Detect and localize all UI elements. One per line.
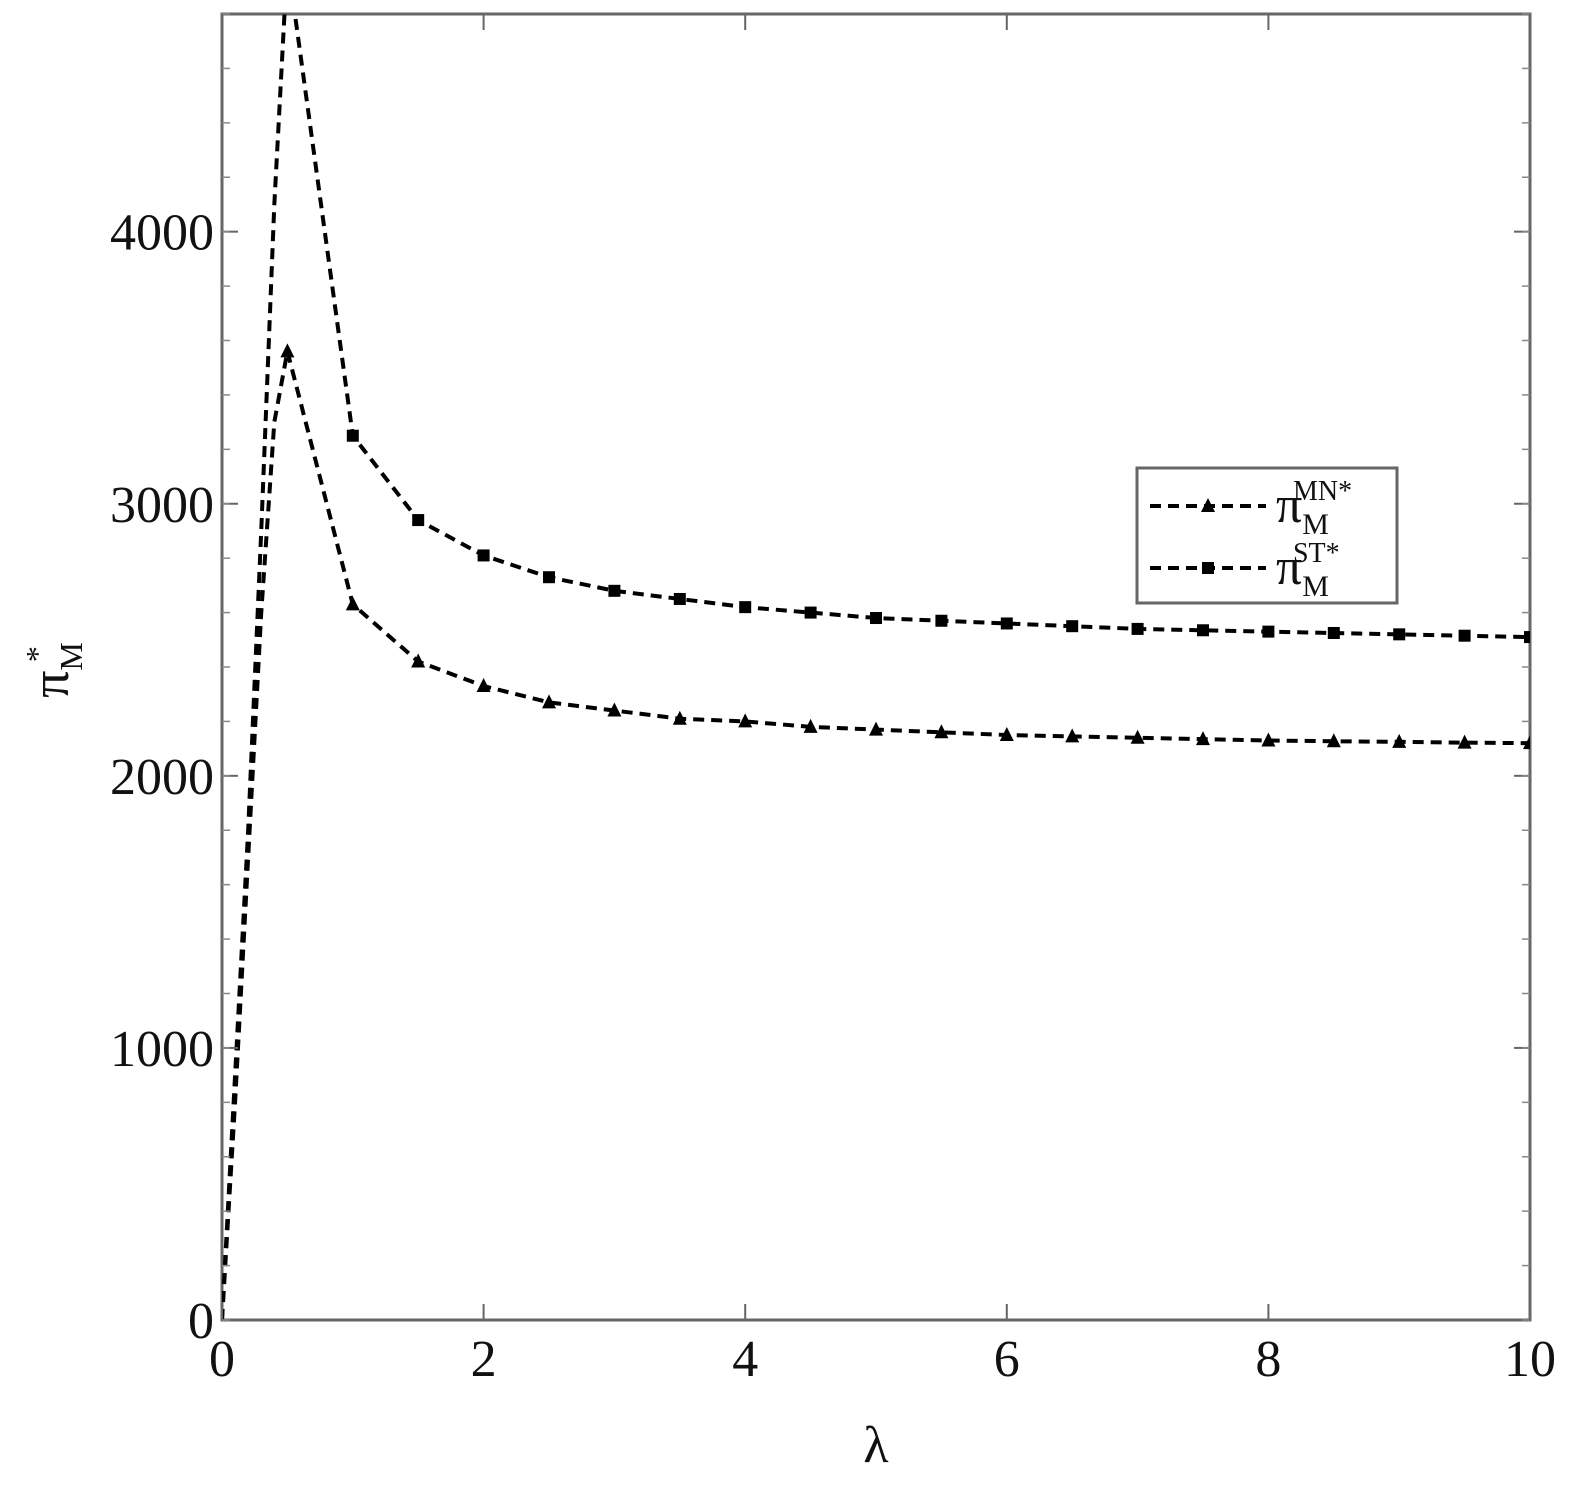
marker xyxy=(1066,620,1079,633)
marker xyxy=(1392,733,1407,748)
marker xyxy=(1457,734,1472,749)
legend-sup: MN* xyxy=(1293,476,1352,507)
marker xyxy=(1458,629,1471,642)
marker xyxy=(411,653,426,668)
y-tick-label: 4000 xyxy=(110,205,214,262)
marker xyxy=(477,549,490,562)
marker xyxy=(1131,622,1144,635)
marker xyxy=(345,596,360,611)
marker xyxy=(280,343,295,358)
marker xyxy=(1202,562,1214,574)
marker xyxy=(999,727,1014,742)
marker xyxy=(1197,624,1209,637)
marker xyxy=(1524,631,1530,644)
legend-box xyxy=(1135,466,1399,605)
marker xyxy=(804,606,817,619)
y-label-sub: M xyxy=(53,642,89,670)
legend-sub: M xyxy=(1302,508,1329,541)
y-label-sup: * xyxy=(19,646,55,662)
y-tick-label: 3000 xyxy=(110,477,214,534)
marker xyxy=(935,614,948,627)
legend-sup: ST* xyxy=(1293,538,1340,569)
legend-name: π xyxy=(1276,477,1302,534)
legend: πMMN*πMST* xyxy=(1135,466,1399,605)
marker xyxy=(607,702,622,717)
marker xyxy=(542,694,556,709)
marker xyxy=(1523,735,1530,750)
marker xyxy=(803,718,818,733)
marker xyxy=(1393,628,1406,641)
marker xyxy=(1201,498,1215,512)
marker xyxy=(476,678,491,693)
marker xyxy=(1065,728,1080,743)
marker xyxy=(869,721,883,736)
marker xyxy=(608,584,621,597)
marker xyxy=(412,514,425,527)
x-tick-label: 0 xyxy=(209,1331,235,1388)
legend-sub: M xyxy=(1302,570,1329,603)
marker xyxy=(870,612,882,625)
legend-name: π xyxy=(1276,539,1302,596)
x-tick-label: 8 xyxy=(1255,1331,1281,1388)
legend-label: πMMN* xyxy=(1276,476,1352,541)
y-tick-label: 0 xyxy=(188,1293,214,1350)
marker xyxy=(673,592,686,605)
marker xyxy=(346,429,359,442)
x-tick-label: 10 xyxy=(1504,1331,1556,1388)
plot-area xyxy=(222,14,1530,1320)
marker xyxy=(1000,617,1013,630)
marker xyxy=(672,710,687,725)
marker xyxy=(738,713,753,728)
x-axis-label: λ xyxy=(863,1417,888,1474)
marker xyxy=(934,724,949,739)
marker xyxy=(1262,625,1275,638)
marker xyxy=(1261,732,1276,747)
y-tick-label: 2000 xyxy=(110,749,214,806)
x-tick-label: 6 xyxy=(994,1331,1020,1388)
y-axis-label: πM* xyxy=(19,642,89,698)
svg-text:πM*: πM* xyxy=(19,642,89,698)
y-label-base: π xyxy=(20,671,80,698)
x-tick-label: 2 xyxy=(471,1331,497,1388)
marker xyxy=(1327,626,1340,639)
marker xyxy=(739,601,752,614)
marker xyxy=(1196,731,1210,746)
marker xyxy=(1326,733,1341,748)
marker xyxy=(543,571,555,584)
y-tick-label: 1000 xyxy=(110,1021,214,1078)
marker xyxy=(1130,729,1145,744)
legend-label: πMST* xyxy=(1276,538,1340,603)
x-tick-label: 4 xyxy=(732,1331,758,1388)
